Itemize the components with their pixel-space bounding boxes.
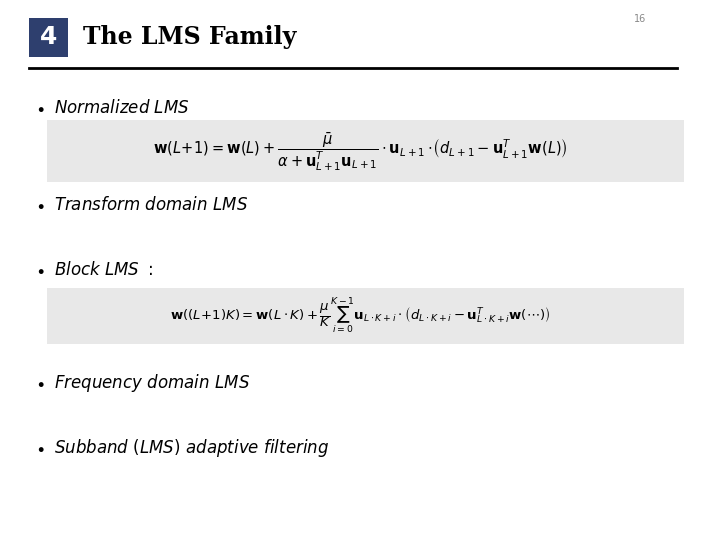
Text: $\mathit{Block\ LMS\ :}$: $\mathit{Block\ LMS\ :}$	[54, 261, 153, 279]
Text: $\mathit{Subband\ (LMS)\ adaptive\ filtering}$: $\mathit{Subband\ (LMS)\ adaptive\ filte…	[54, 437, 329, 459]
Text: $\bullet$: $\bullet$	[35, 196, 45, 214]
Text: DSP-CIS  /  Chapter-8 : Optimal & Adaptive Filters  /  Version 2012-2013: DSP-CIS / Chapter-8 : Optimal & Adaptive…	[22, 515, 343, 524]
Text: $\bullet$: $\bullet$	[35, 374, 45, 393]
Text: $\mathit{Transform\ domain\ LMS}$: $\mathit{Transform\ domain\ LMS}$	[54, 196, 248, 214]
Text: p. 38: p. 38	[675, 515, 698, 524]
Text: $\mathit{Normalized\ LMS}$: $\mathit{Normalized\ LMS}$	[54, 99, 189, 117]
Text: $\mathbf{w}((L\!+\!1)K) = \mathbf{w}(L \cdot K) + \dfrac{\mu}{K}\sum_{i=0}^{K-1}: $\mathbf{w}((L\!+\!1)K) = \mathbf{w}(L \…	[170, 295, 550, 336]
FancyBboxPatch shape	[29, 18, 68, 57]
Text: $\bullet$: $\bullet$	[35, 261, 45, 279]
Text: The LMS Family: The LMS Family	[83, 25, 296, 49]
Text: $\bullet$: $\bullet$	[35, 439, 45, 457]
Text: $\mathit{Frequency\ domain\ LMS}$: $\mathit{Frequency\ domain\ LMS}$	[54, 373, 250, 394]
Text: $\bullet$: $\bullet$	[35, 99, 45, 117]
FancyBboxPatch shape	[47, 120, 684, 183]
Text: $\mathbf{w}(L\!+\!1) = \mathbf{w}(L) + \dfrac{\bar{\mu}}{\alpha+\mathbf{u}_{L+1}: $\mathbf{w}(L\!+\!1) = \mathbf{w}(L) + \…	[153, 130, 567, 173]
FancyBboxPatch shape	[47, 287, 684, 345]
Text: 4: 4	[40, 25, 58, 49]
Text: 16: 16	[634, 14, 646, 24]
